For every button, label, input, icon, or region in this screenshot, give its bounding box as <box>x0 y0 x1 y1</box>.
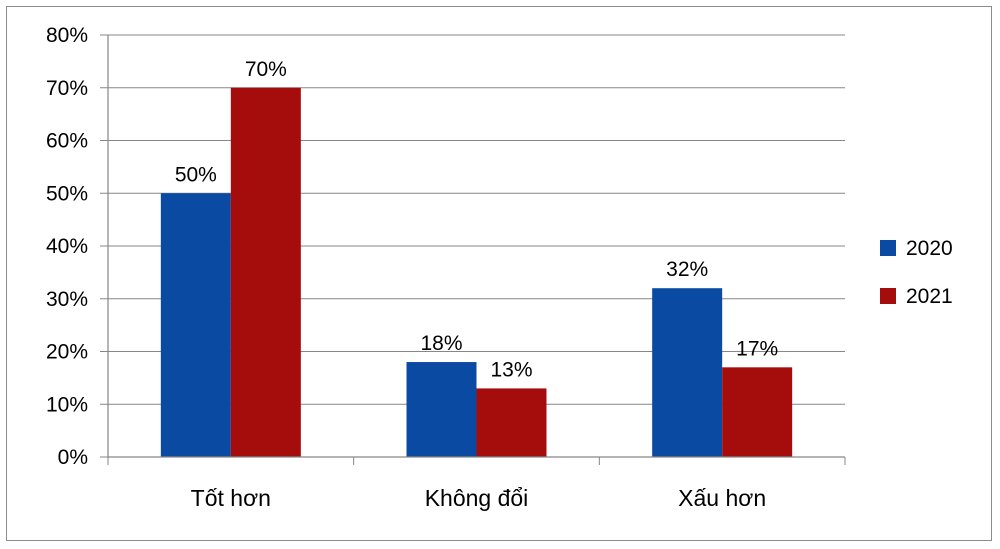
data-label: 50% <box>175 163 217 186</box>
bar-2021-2 <box>476 388 547 457</box>
axes <box>100 34 846 465</box>
x-tick-label: Tốt hơn <box>191 485 271 511</box>
bars <box>160 87 793 457</box>
y-tick-label: 50% <box>46 182 88 205</box>
y-tick-label: 40% <box>46 235 88 258</box>
bar-2020-1 <box>160 193 231 457</box>
data-label: 70% <box>245 58 287 81</box>
data-label: 13% <box>490 358 532 381</box>
data-label: 17% <box>736 337 778 360</box>
bar-2020-2 <box>406 362 477 457</box>
bar-2021-1 <box>230 87 301 457</box>
bar-2020-3 <box>652 288 723 457</box>
data-label: 32% <box>666 258 708 281</box>
legend-swatch <box>880 288 896 304</box>
data-label: 18% <box>420 332 462 355</box>
y-tick-label: 0% <box>58 446 88 469</box>
y-tick-label: 10% <box>46 393 88 416</box>
y-tick-label: 80% <box>46 24 88 47</box>
labels: 0% 10% 20% 30% 40% 50% 60% 70% 80% 50% 70% Tốt hơn 1… <box>46 24 778 511</box>
y-tick-label: 30% <box>46 288 88 311</box>
bar-2021-3 <box>722 367 793 457</box>
y-tick-label: 60% <box>46 130 88 153</box>
legend-label: 2021 <box>906 285 953 308</box>
x-tick-label: Không đổi <box>425 485 529 511</box>
y-tick-label: 70% <box>46 77 88 100</box>
y-tick-label: 20% <box>46 341 88 364</box>
x-tick-label: Xấu hơn <box>678 485 766 511</box>
legend: 2020 2021 <box>880 237 953 308</box>
legend-label: 2020 <box>906 237 953 260</box>
legend-swatch <box>880 240 896 256</box>
